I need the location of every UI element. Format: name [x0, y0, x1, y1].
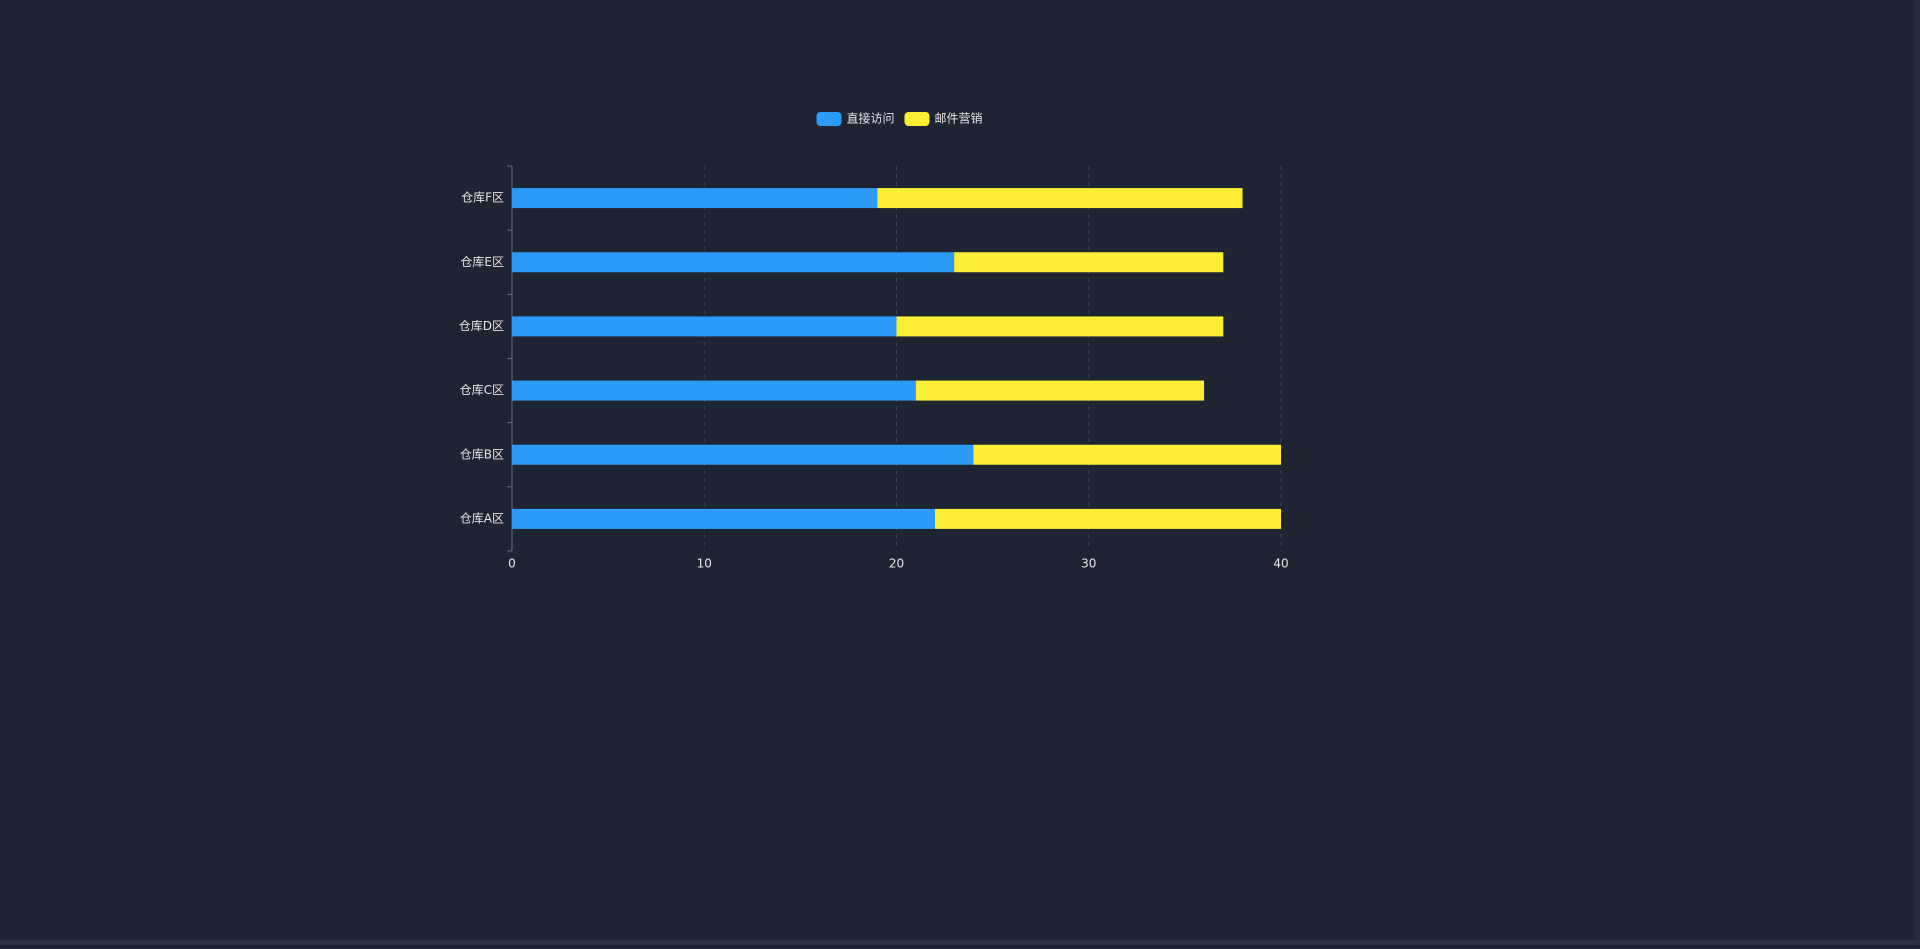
bar-direct-visit[interactable]	[512, 316, 897, 337]
bar-email-marketing[interactable]	[896, 316, 1224, 337]
x-tick-label: 40	[1273, 557, 1288, 571]
bar-direct-visit[interactable]	[512, 508, 935, 529]
x-tick-label: 30	[1081, 557, 1096, 571]
y-category-label: 仓库C区	[460, 382, 504, 397]
bar-email-marketing[interactable]	[915, 380, 1205, 401]
vertical-scrollbar[interactable]	[1915, 0, 1920, 940]
bar-direct-visit[interactable]	[512, 252, 955, 273]
bar-direct-visit[interactable]	[512, 444, 974, 465]
bar-email-marketing[interactable]	[877, 188, 1243, 209]
y-category-label: 仓库E区	[460, 254, 504, 269]
legend-label[interactable]: 邮件营销	[935, 112, 983, 126]
horizontal-scrollbar[interactable]	[0, 940, 1920, 945]
legend-swatch-direct-visit[interactable]	[816, 112, 842, 126]
y-category-label: 仓库B区	[460, 446, 504, 461]
y-category-label: 仓库D区	[459, 318, 504, 333]
x-tick-label: 10	[697, 557, 712, 571]
bar-direct-visit[interactable]	[512, 188, 878, 209]
y-category-label: 仓库F区	[461, 190, 504, 205]
bar-email-marketing[interactable]	[934, 508, 1281, 529]
y-category-label: 仓库A区	[460, 510, 504, 525]
bar-email-marketing[interactable]	[954, 252, 1224, 273]
bar-direct-visit[interactable]	[512, 380, 916, 401]
bar-email-marketing[interactable]	[973, 444, 1281, 465]
x-tick-label: 20	[889, 557, 904, 571]
legend-label[interactable]: 直接访问	[847, 111, 895, 126]
x-tick-label: 0	[508, 557, 516, 571]
legend-swatch-email-marketing[interactable]	[904, 112, 930, 126]
